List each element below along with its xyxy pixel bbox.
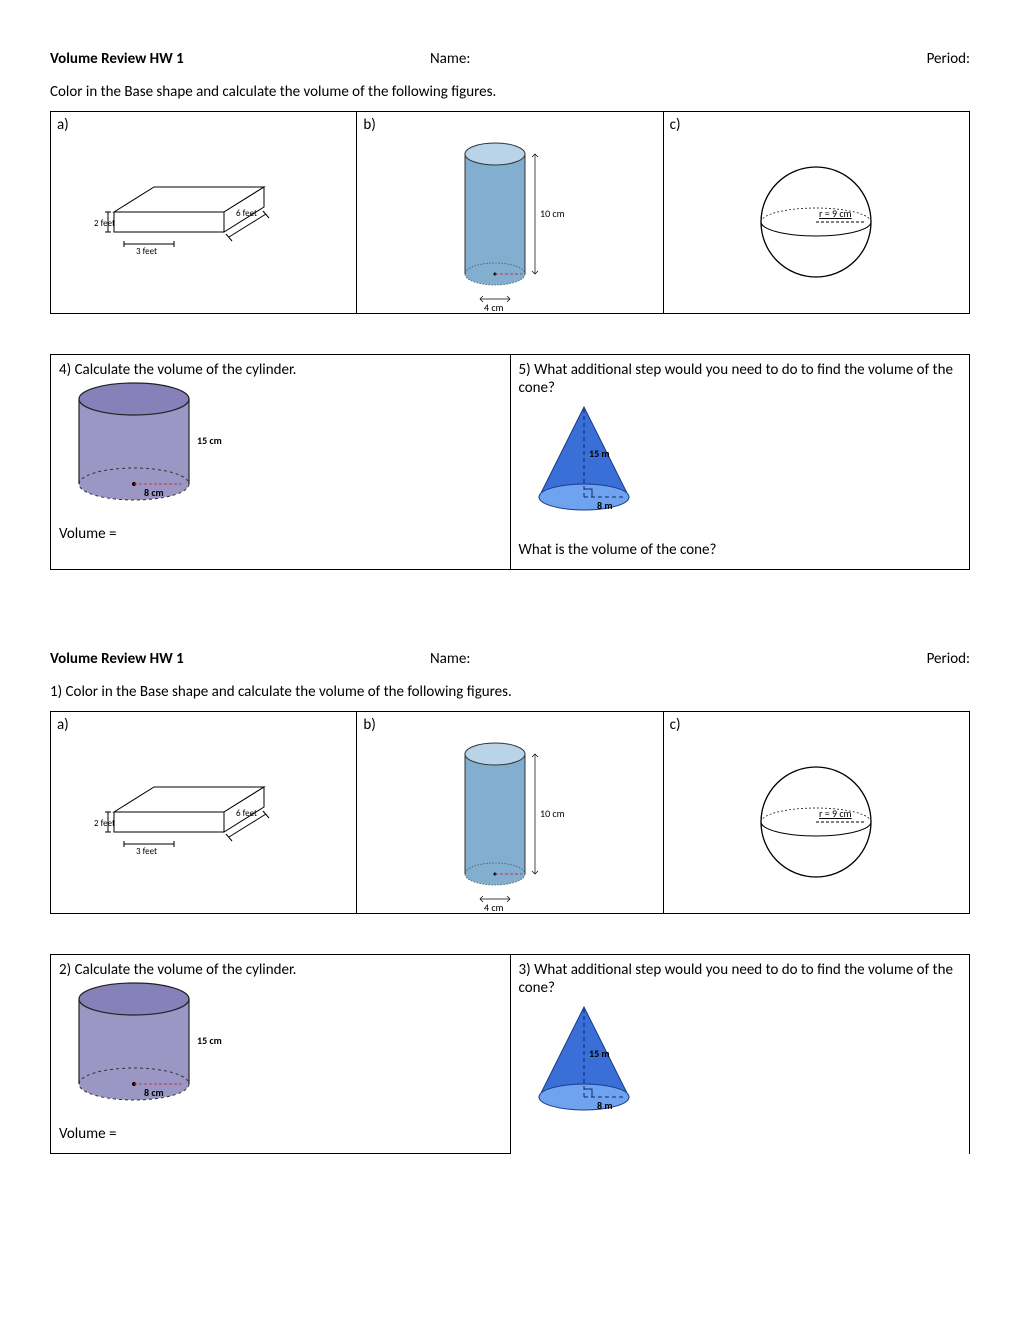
cylinder-radius-label: 8 cm [144,486,164,499]
sphere-figure: r = 9 cm [716,152,916,292]
prism-height-label: 2 feet [94,818,115,829]
header-row: Volume Review HW 1 Name: Period: [50,50,970,68]
prism-height-label: 2 feet [94,218,115,229]
purple-cylinder-figure: 15 cm 8 cm [59,379,239,519]
questions-row: 2) Calculate the volume of the cylinder.… [50,954,970,1154]
figure-cell-a: a) 2 feet 3 feet 6 fee [51,712,357,913]
question-prompt: 2) Calculate the volume of the cylinder. [59,961,502,979]
cone-figure: 15 m 8 m [519,397,679,527]
cylinder-figure: 10 cm 4 cm [430,729,590,914]
period-label: Period: [910,50,970,68]
prism-length-label: 6 feet [236,808,257,819]
page-title: Volume Review HW 1 [50,50,430,68]
worksheet-section: Volume Review HW 1 Name: Period: 1) Colo… [50,650,970,1154]
header-row: Volume Review HW 1 Name: Period: [50,650,970,668]
cone-figure: 15 m 8 m [519,997,679,1127]
question-cell-right: 3) What additional step would you need t… [510,954,971,1154]
answer-label: Volume = [59,525,502,543]
figure-label: a) [57,116,350,134]
instruction-text: 1) Color in the Base shape and calculate… [50,683,970,701]
cylinder-figure: 10 cm 4 cm [430,129,590,314]
figure-cell-c: c) r = 9 cm [664,712,970,913]
cone-radius-label: 8 m [597,499,612,512]
cylinder-height-label: 15 cm [197,1034,222,1047]
answer-label: What is the volume of the cone? [519,541,962,559]
figure-cell-c: c) r = 9 cm [664,112,970,313]
figures-row: a) 2 feet 3 feet [50,111,970,314]
prism-length-label: 6 feet [236,208,257,219]
question-cell-left: 2) Calculate the volume of the cylinder.… [50,954,510,1154]
purple-cylinder-figure: 15 cm 8 cm [59,979,239,1119]
sphere-radius-label: r = 9 cm [819,807,852,820]
prism-figure: 2 feet 3 feet 6 feet [94,152,314,292]
prism-figure: 2 feet 3 feet 6 feet [94,752,314,892]
name-label: Name: [430,650,910,668]
figure-label: a) [57,716,350,734]
figure-cell-a: a) 2 feet 3 feet [51,112,357,313]
cone-height-label: 15 m [589,1047,610,1060]
sphere-figure: r = 9 cm [716,752,916,892]
questions-row: 4) Calculate the volume of the cylinder.… [50,354,970,570]
period-label: Period: [910,650,970,668]
prism-width-label: 3 feet [136,846,157,857]
figures-row: a) 2 feet 3 feet 6 fee [50,711,970,914]
cone-radius-label: 8 m [597,1099,612,1112]
cone-height-label: 15 m [589,447,610,460]
cylinder-radius-label: 8 cm [144,1086,164,1099]
cylinder-height-label: 10 cm [540,807,565,820]
figure-label: c) [670,116,963,134]
figure-cell-b: b) 10 cm 4 cm [357,712,663,913]
question-cell-left: 4) Calculate the volume of the cylinder.… [50,354,510,570]
name-label: Name: [430,50,910,68]
figure-label: c) [670,716,963,734]
prism-width-label: 3 feet [136,246,157,257]
cylinder-diameter-label: 4 cm [484,901,504,914]
answer-label: Volume = [59,1125,502,1143]
cylinder-diameter-label: 4 cm [484,301,504,314]
question-prompt: 3) What additional step would you need t… [519,961,962,997]
question-cell-right: 5) What additional step would you need t… [510,354,971,570]
instruction-text: Color in the Base shape and calculate th… [50,83,970,101]
cylinder-height-label: 15 cm [197,434,222,447]
page-title: Volume Review HW 1 [50,650,430,668]
question-prompt: 4) Calculate the volume of the cylinder. [59,361,502,379]
sphere-radius-label: r = 9 cm [819,207,852,220]
cylinder-height-label: 10 cm [540,207,565,220]
question-prompt: 5) What additional step would you need t… [519,361,962,397]
worksheet-section: Volume Review HW 1 Name: Period: Color i… [50,50,970,570]
figure-cell-b: b) 10 cm [357,112,663,313]
